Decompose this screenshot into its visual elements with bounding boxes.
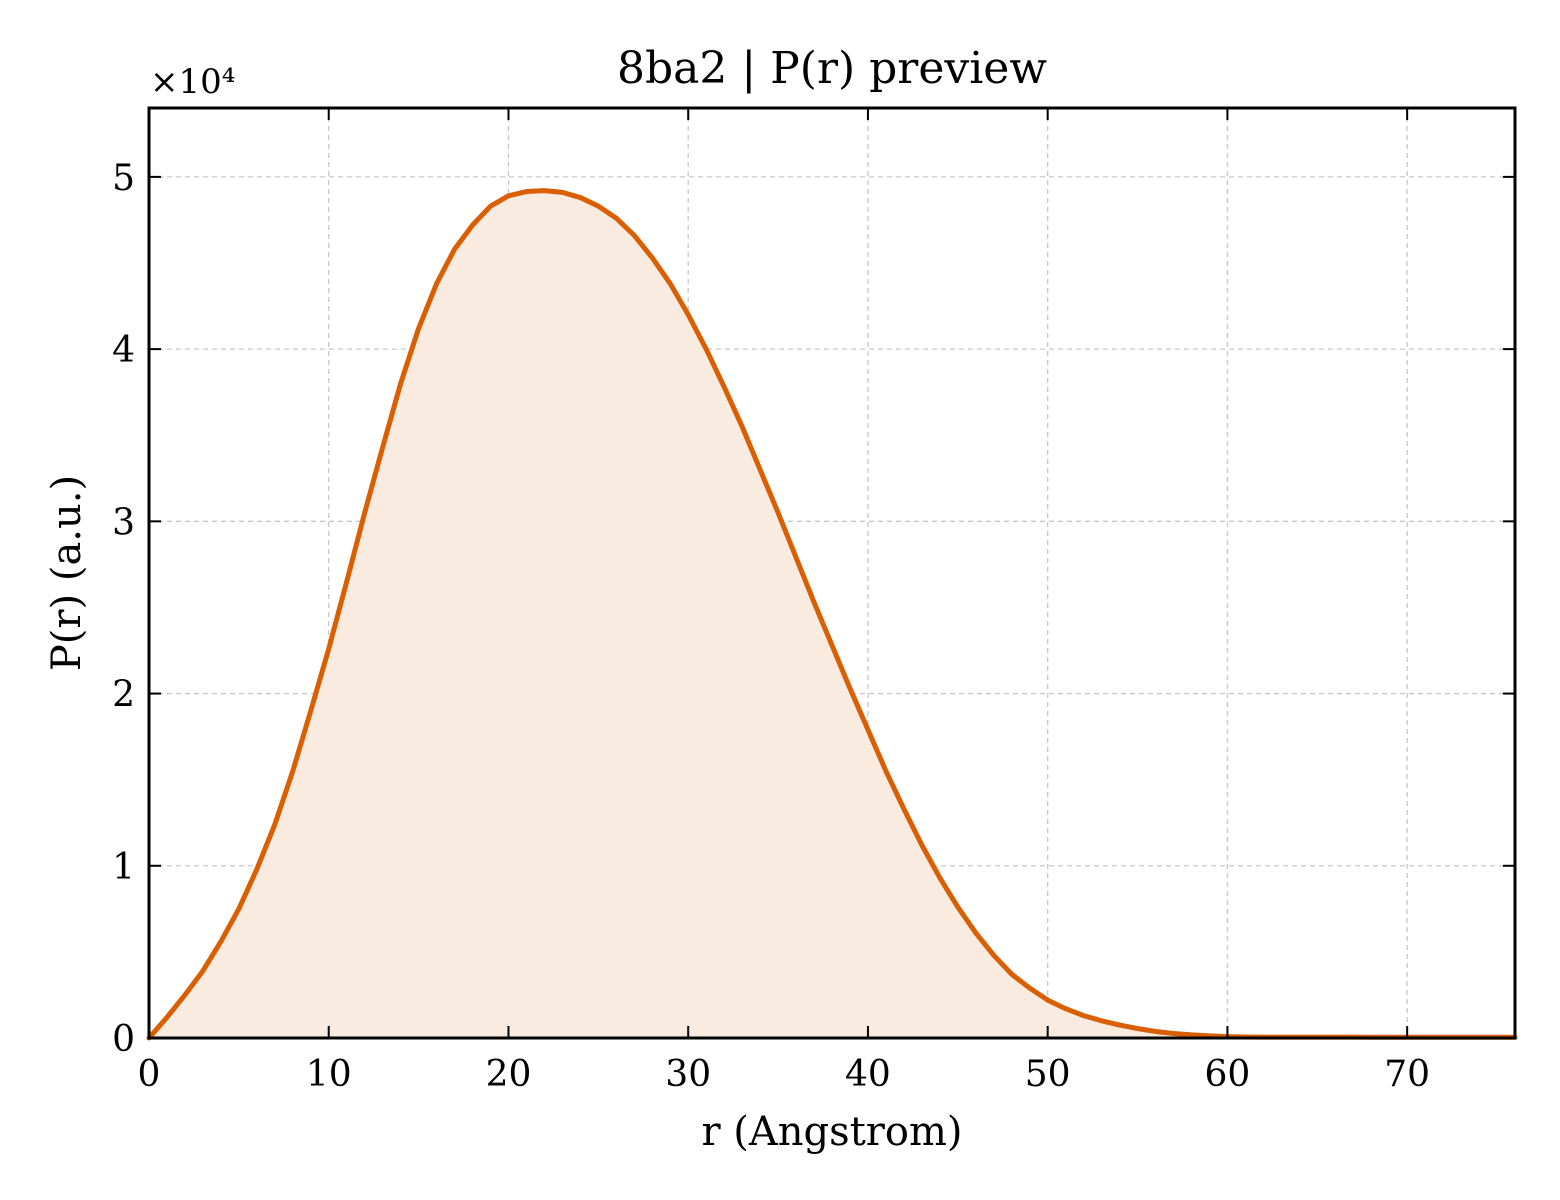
- y-tick-labels: 0 1 2 3 4 5: [112, 158, 135, 1060]
- x-tick-label: 40: [845, 1054, 891, 1095]
- y-tick-label: 0: [112, 1019, 135, 1060]
- tick-marks: [148, 108, 1515, 1039]
- series-area-fill: [149, 190, 1515, 1039]
- x-tick-label: 20: [486, 1054, 532, 1095]
- y-tick-label: 5: [112, 158, 135, 199]
- plot-frame: [147, 106, 1517, 1040]
- chart-title: 8ba2 | P(r) preview: [617, 43, 1047, 94]
- x-tick-label: 30: [665, 1054, 711, 1095]
- y-tick-label: 4: [112, 330, 135, 371]
- x-axis-label: r (Angstrom): [701, 1109, 962, 1155]
- x-tick-label: 10: [306, 1054, 352, 1095]
- y-axis-label: P(r) (a.u.): [44, 475, 90, 671]
- y-tick-label: 1: [112, 847, 135, 888]
- x-tick-labels: 0 10 20 30 40 50 60 70: [138, 1054, 1431, 1095]
- x-tick-label: 0: [138, 1054, 161, 1095]
- y-multiplier-label: ×10⁴: [150, 62, 235, 102]
- y-tick-label: 3: [112, 502, 135, 543]
- x-tick-label: 60: [1205, 1054, 1251, 1095]
- x-tick-label: 70: [1384, 1054, 1430, 1095]
- y-tick-label: 2: [112, 675, 135, 716]
- x-tick-label: 50: [1025, 1054, 1071, 1095]
